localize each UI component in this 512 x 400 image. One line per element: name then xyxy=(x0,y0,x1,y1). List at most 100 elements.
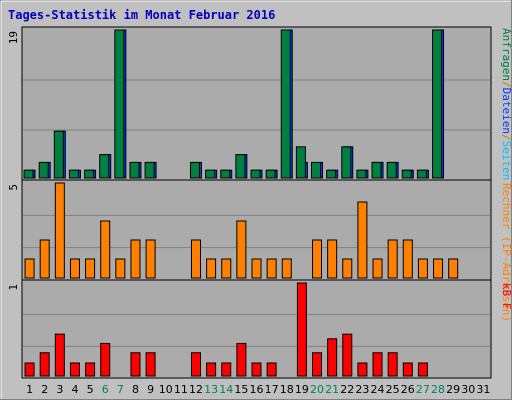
bar-rechner-ip-adressen--day-18 xyxy=(281,258,292,279)
x-tick-label-day-21: 21 xyxy=(325,383,339,396)
x-tick-label-day-6: 6 xyxy=(102,383,109,396)
x-tick-label-day-29: 29 xyxy=(446,383,460,396)
bar-anfragen-day-27 xyxy=(416,169,427,179)
bar-kb-f-day-14 xyxy=(221,362,232,377)
bar-anfragen-day-16 xyxy=(250,169,261,179)
x-tick-label-day-30: 30 xyxy=(461,383,475,396)
bar-kb-f-day-21 xyxy=(327,338,338,377)
legend-text: Seiten xyxy=(500,141,512,181)
x-tick-label-day-10: 10 xyxy=(159,383,173,396)
x-tick-label-day-27: 27 xyxy=(416,383,430,396)
bar-anfragen-day-5 xyxy=(84,169,95,179)
x-tick-label-day-13: 13 xyxy=(204,383,218,396)
bar-rechner-ip-adressen--day-28 xyxy=(433,258,444,279)
bar-anfragen-day-7 xyxy=(114,29,125,179)
bar-anfragen-day-14 xyxy=(220,169,231,179)
bar-rechner-ip-adressen--day-7 xyxy=(115,258,126,279)
bar-kb-f-day-3 xyxy=(54,333,65,377)
bar-kb-f-day-24 xyxy=(372,352,383,377)
legend-text: Rechner (IP-Adressen) xyxy=(500,183,512,322)
x-tick-label-day-8: 8 xyxy=(132,383,139,396)
y-max-label: 1 xyxy=(7,284,20,291)
bar-rechner-ip-adressen--day-21 xyxy=(327,239,338,279)
x-tick-label-day-18: 18 xyxy=(280,383,294,396)
bar-rechner-ip-adressen--day-9 xyxy=(145,239,156,279)
bar-anfragen-day-24 xyxy=(371,161,382,179)
bar-anfragen-day-1 xyxy=(23,169,34,179)
bar-kb-f-day-26 xyxy=(402,362,413,377)
x-tick-label-day-26: 26 xyxy=(401,383,415,396)
bar-anfragen-day-6 xyxy=(99,154,110,179)
plot-area xyxy=(21,279,492,379)
bar-kb-f-day-25 xyxy=(387,352,398,377)
x-tick-label-day-31: 31 xyxy=(476,383,490,396)
right-axis-label-2: kB F xyxy=(500,283,512,310)
bar-rechner-ip-adressen--day-4 xyxy=(69,258,80,279)
bar-kb-f-day-5 xyxy=(85,362,96,377)
bar-anfragen-day-15 xyxy=(235,154,246,179)
y-max-label: 5 xyxy=(7,184,20,191)
bar-rechner-ip-adressen--day-5 xyxy=(85,258,96,279)
bar-anfragen-day-12 xyxy=(189,161,200,179)
bar-anfragen-day-22 xyxy=(341,146,352,179)
bar-anfragen-day-26 xyxy=(401,169,412,179)
bar-kb-f-day-16 xyxy=(251,362,262,377)
bar-rechner-ip-adressen--day-13 xyxy=(206,258,217,279)
bar-kb-f-day-2 xyxy=(39,352,50,377)
x-tick-label-day-12: 12 xyxy=(189,383,203,396)
y-max-label: 19 xyxy=(7,31,20,44)
bar-anfragen-day-17 xyxy=(265,169,276,179)
x-tick-label-day-4: 4 xyxy=(71,383,78,396)
bar-kb-f-day-9 xyxy=(145,352,156,377)
x-axis: 1 2 3 4 5 6 7 8 9 10 11 12 13 14 15 16 17 18 19 20 21 22 23 24 2… xyxy=(26,383,490,396)
bar-rechner-ip-adressen--day-15 xyxy=(236,220,247,279)
bar-anfragen-day-28 xyxy=(432,29,443,179)
panel-visits: 5 xyxy=(7,179,492,281)
bar-rechner-ip-adressen--day-27 xyxy=(417,258,428,279)
legend-text: / xyxy=(500,134,512,141)
bar-rechner-ip-adressen--day-16 xyxy=(251,258,262,279)
bar-kb-f-day-17 xyxy=(266,362,277,377)
bar-anfragen-day-19 xyxy=(295,146,306,179)
bar-rechner-ip-adressen--day-2 xyxy=(39,239,50,279)
bar-kb-f-day-23 xyxy=(357,362,368,377)
bar-rechner-ip-adressen--day-14 xyxy=(221,258,232,279)
legend-text: Dateien xyxy=(500,88,512,134)
bar-kb-f-day-12 xyxy=(190,352,201,377)
bar-anfragen-day-2 xyxy=(38,161,49,179)
bar-rechner-ip-adressen--day-24 xyxy=(372,258,383,279)
bar-kb-f-day-19 xyxy=(296,282,307,377)
bar-kb-f-day-27 xyxy=(417,362,428,377)
x-tick-label-day-11: 11 xyxy=(174,383,188,396)
bar-rechner-ip-adressen--day-20 xyxy=(312,239,323,279)
panel-kbytes: 1 xyxy=(7,279,492,379)
bar-kb-f-day-4 xyxy=(69,362,80,377)
x-tick-label-day-15: 15 xyxy=(234,383,248,396)
bar-anfragen-day-3 xyxy=(53,130,64,179)
bar-anfragen-day-20 xyxy=(311,161,322,179)
bar-anfragen-day-25 xyxy=(386,161,397,179)
bar-kb-f-day-13 xyxy=(206,362,217,377)
bar-rechner-ip-adressen--day-8 xyxy=(130,239,141,279)
bar-rechner-ip-adressen--day-1 xyxy=(24,258,35,279)
bar-anfragen-day-8 xyxy=(129,161,140,179)
bar-rechner-ip-adressen--day-17 xyxy=(266,258,277,279)
panel-requests_files: 19 xyxy=(7,26,492,181)
bar-rechner-ip-adressen--day-26 xyxy=(402,239,413,279)
x-tick-label-day-25: 25 xyxy=(386,383,400,396)
bar-anfragen-day-13 xyxy=(205,169,216,179)
x-tick-label-day-17: 17 xyxy=(265,383,279,396)
chart-title: Tages-Statistik im Monat Februar 2016 xyxy=(8,8,275,22)
bar-rechner-ip-adressen--day-29 xyxy=(448,258,459,279)
x-tick-label-day-23: 23 xyxy=(355,383,369,396)
bar-anfragen-day-21 xyxy=(326,169,337,179)
x-tick-label-day-22: 22 xyxy=(340,383,354,396)
bar-kb-f-day-20 xyxy=(312,352,323,377)
x-tick-label-day-7: 7 xyxy=(117,383,124,396)
bar-rechner-ip-adressen--day-25 xyxy=(387,239,398,279)
bar-rechner-ip-adressen--day-12 xyxy=(190,239,201,279)
bar-rechner-ip-adressen--day-23 xyxy=(357,201,368,279)
